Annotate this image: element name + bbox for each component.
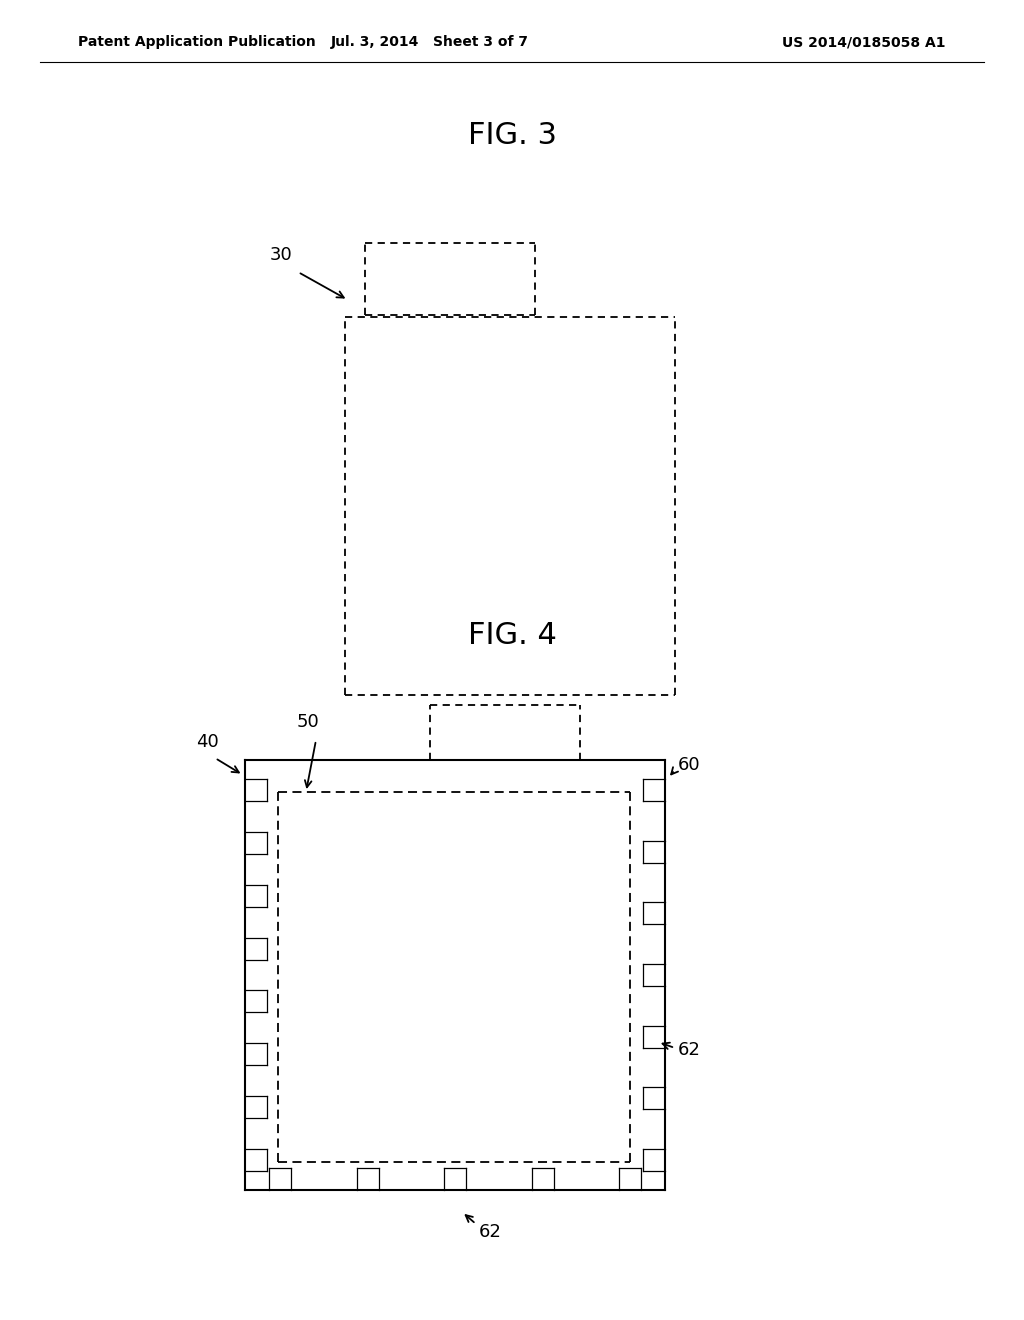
Text: US 2014/0185058 A1: US 2014/0185058 A1 — [782, 36, 946, 49]
Text: 30: 30 — [270, 246, 293, 264]
Text: Jul. 3, 2014   Sheet 3 of 7: Jul. 3, 2014 Sheet 3 of 7 — [331, 36, 529, 49]
Text: 60: 60 — [678, 756, 700, 774]
Text: 40: 40 — [196, 733, 219, 751]
Text: FIG. 4: FIG. 4 — [468, 620, 556, 649]
Text: 62: 62 — [678, 1041, 700, 1059]
Text: 50: 50 — [297, 713, 319, 731]
Text: FIG. 3: FIG. 3 — [468, 120, 556, 149]
Text: Patent Application Publication: Patent Application Publication — [78, 36, 315, 49]
Text: 62: 62 — [478, 1224, 502, 1241]
